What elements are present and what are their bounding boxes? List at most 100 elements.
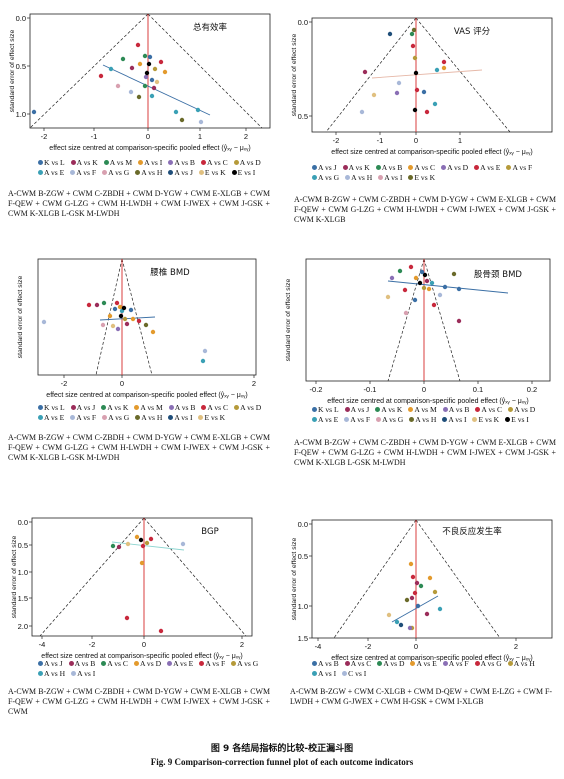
- x-tick-label: -2: [365, 642, 372, 651]
- study-point: [147, 54, 153, 60]
- abbreviation-note: A-CWM B-ZGW + CWM C-ZBDH + CWM D-YGW + C…: [8, 433, 270, 463]
- legend-item: A vs B: [168, 403, 196, 413]
- legend-label: A vs E: [44, 412, 65, 422]
- legend-label: A vs D: [514, 405, 536, 414]
- study-point: [135, 42, 141, 48]
- legend-item: A vs B: [312, 659, 339, 669]
- study-point: [456, 286, 462, 292]
- legend-marker-icon: [70, 169, 76, 175]
- plot-frame: [305, 258, 551, 382]
- legend-label: A vs E: [173, 659, 194, 668]
- study-point: [158, 59, 164, 65]
- study-point: [122, 316, 128, 322]
- legend-marker-icon: [442, 661, 448, 666]
- legend-item: A vs J: [70, 403, 96, 413]
- study-point: [422, 272, 428, 278]
- legend-label: A vs J: [76, 403, 96, 412]
- x-tick-label: 2: [244, 132, 248, 141]
- legend-label: A vs E: [318, 414, 339, 424]
- legend-item: A vs M: [134, 403, 163, 413]
- legend-marker-icon: [474, 661, 480, 666]
- legend-marker-icon: [375, 165, 381, 170]
- legend-marker-icon: [342, 670, 348, 676]
- legend-label: A vs B: [174, 403, 196, 412]
- abbreviation-note: A-CWM B-ZGW + CWM C-ZBDH + CWM D-YGW + C…: [294, 195, 556, 225]
- x-tick-label: 2: [514, 642, 518, 651]
- legend-marker-icon: [442, 416, 448, 422]
- legend-label: A vs K: [348, 163, 370, 172]
- study-point: [414, 580, 420, 586]
- x-axis-label: effect size centred at comparison-specif…: [331, 149, 532, 156]
- legend-item: A vs G: [231, 659, 258, 669]
- legend-item: A vs J: [312, 163, 337, 173]
- study-point: [151, 85, 157, 91]
- plot-frame: [29, 13, 271, 129]
- study-point: [108, 66, 114, 72]
- legend-label: A vs D: [447, 163, 469, 172]
- legend-label: A vs J: [350, 405, 370, 414]
- study-point: [149, 93, 155, 99]
- legend-label: A vs F: [205, 659, 226, 668]
- chart-title: 不良反应发生率: [442, 526, 502, 537]
- study-point: [387, 31, 393, 37]
- legend-label: A vs J: [174, 167, 193, 177]
- funnel-panel-adverse-reaction-rate: -4 -2 0 2 0.0 0.5 1.0 1.5 effect size centred at…: [282, 510, 564, 735]
- funnel-panel-bgp: -4 -2 0 2 0.0 0.5 1.0 1.5 2.0 effect size centred…: [0, 510, 282, 735]
- study-point: [142, 83, 148, 89]
- legend-marker-icon: [312, 174, 317, 180]
- legend-marker-icon: [506, 165, 512, 170]
- legend-label: A vs G: [237, 659, 259, 668]
- study-point: [144, 70, 150, 76]
- legend-item: A vs M: [103, 158, 132, 168]
- study-point: [124, 615, 130, 621]
- legend-item: A vs G: [474, 659, 502, 669]
- legend-item: A vs K: [375, 405, 402, 415]
- legend-item: A vs G: [312, 173, 339, 183]
- y-tick-label: 1.0: [298, 602, 308, 611]
- legend-item: A vs H: [38, 669, 65, 679]
- legend-marker-icon: [135, 414, 141, 420]
- legend-item: A vs H: [135, 168, 162, 178]
- funnel-panel-lumbar-bmd: -2 0 2 effect size centred at comparison-sp…: [0, 245, 282, 495]
- legend-label: A vs E: [416, 659, 437, 668]
- funnel-plot-adverse-reaction-rate: -4 -2 0 2 0.0 0.5 1.0 1.5 effect size centred at…: [291, 519, 553, 662]
- y-tick-label: 0.0: [298, 18, 308, 27]
- legend-marker-icon: [474, 165, 480, 170]
- legend-item: A vs B: [375, 163, 403, 173]
- funnel-plot-femoral-neck-bmd: -0.2 -0.1 0 0.1 0.2 effect size centred at co…: [285, 258, 551, 405]
- y-tick-label: 1.0: [16, 110, 26, 119]
- study-point: [200, 358, 206, 364]
- funnel-right-boundary: [147, 13, 263, 129]
- legend-label: A vs E: [44, 167, 65, 177]
- legend-item: A vs B: [68, 659, 95, 669]
- legend-marker-icon: [38, 661, 43, 666]
- funnel-plot-lumbar-bmd: -2 0 2 effect size centred at comparison-sp…: [17, 258, 257, 399]
- study-point: [121, 305, 127, 311]
- legend-marker-icon: [344, 661, 350, 666]
- study-point: [124, 321, 130, 327]
- legend-item: A vs I: [168, 413, 192, 423]
- y-tick-label: 0.0: [298, 520, 308, 529]
- legend-item: A vs D: [377, 659, 404, 669]
- study-point: [385, 294, 391, 300]
- study-point: [138, 537, 144, 543]
- legend-item: A vs C: [201, 158, 228, 168]
- legend-label: A vs B: [381, 163, 403, 172]
- legend-marker-icon: [378, 174, 384, 180]
- study-point: [114, 300, 120, 306]
- study-point: [136, 94, 142, 100]
- y-tick-label: 0.5: [18, 541, 28, 550]
- study-point: [179, 117, 185, 123]
- legend-item: A vs B: [168, 158, 195, 168]
- legend-marker-icon: [103, 160, 109, 165]
- legend-label: E vs I: [237, 167, 256, 177]
- study-point: [397, 268, 403, 274]
- study-point: [86, 302, 92, 308]
- legend-marker-icon: [375, 407, 381, 412]
- study-point: [410, 43, 416, 49]
- x-tick-label: 1: [198, 132, 202, 141]
- y-tick-label: 1.5: [18, 594, 28, 603]
- study-point: [154, 79, 160, 85]
- legend-label: E vs I: [511, 414, 529, 424]
- legend-item: A vs M: [408, 405, 437, 415]
